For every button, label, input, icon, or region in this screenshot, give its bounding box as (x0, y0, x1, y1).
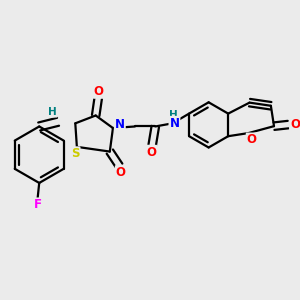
Text: F: F (34, 198, 42, 212)
Text: N: N (115, 118, 125, 131)
Text: O: O (116, 166, 126, 179)
Text: O: O (290, 118, 300, 131)
Text: N: N (169, 117, 179, 130)
Text: O: O (94, 85, 104, 98)
Text: S: S (71, 147, 80, 160)
Text: O: O (146, 146, 156, 159)
Text: H: H (169, 110, 178, 121)
Text: H: H (48, 107, 57, 117)
Text: O: O (247, 134, 257, 146)
